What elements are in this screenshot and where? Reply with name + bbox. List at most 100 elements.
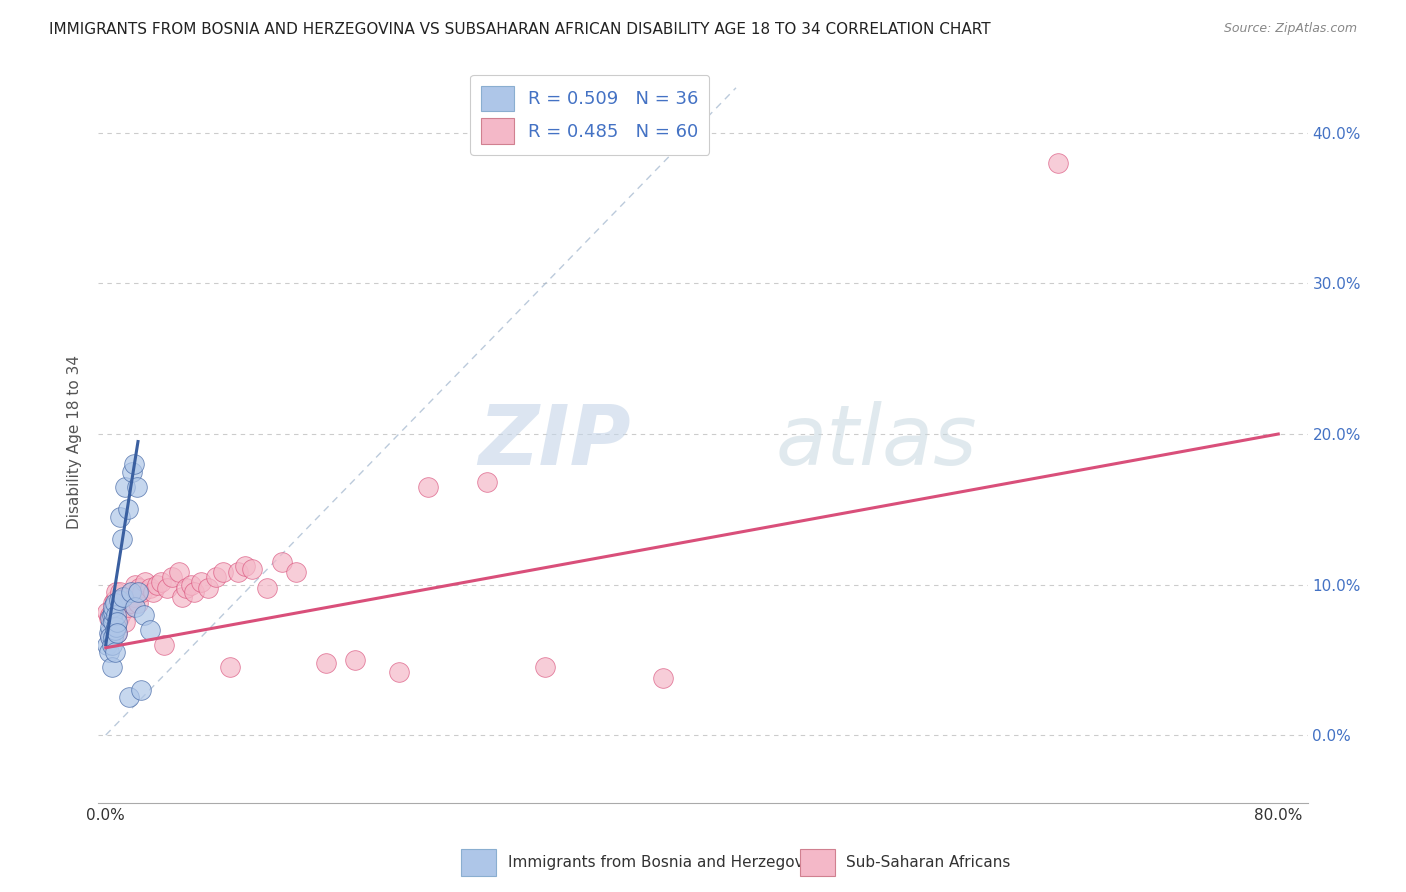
- Point: [212, 566, 235, 580]
- Point: [110, 607, 132, 622]
- Point: [107, 625, 129, 640]
- Point: [97, 610, 120, 624]
- Point: [124, 577, 146, 591]
- Point: [219, 660, 242, 674]
- Point: [117, 600, 139, 615]
- Point: [146, 577, 169, 591]
- Point: [134, 574, 156, 589]
- Point: [107, 625, 129, 640]
- Point: [97, 625, 120, 640]
- Point: [100, 615, 122, 630]
- Point: [103, 620, 125, 634]
- Text: Immigrants from Bosnia and Herzegovina: Immigrants from Bosnia and Herzegovina: [508, 855, 827, 870]
- Point: [114, 480, 136, 494]
- Point: [105, 607, 128, 622]
- Point: [127, 585, 149, 599]
- Point: [117, 502, 139, 516]
- Point: [122, 457, 145, 471]
- Point: [475, 475, 498, 490]
- Point: [111, 533, 134, 547]
- Y-axis label: Disability Age 18 to 34: Disability Age 18 to 34: [67, 354, 83, 529]
- Point: [651, 671, 673, 685]
- Point: [98, 610, 121, 624]
- Point: [131, 585, 153, 599]
- Point: [118, 592, 141, 607]
- Point: [160, 570, 183, 584]
- Point: [115, 590, 138, 604]
- Point: [112, 596, 135, 610]
- Point: [98, 630, 121, 644]
- Point: [122, 590, 145, 604]
- Point: [138, 623, 160, 637]
- Point: [111, 605, 134, 619]
- Point: [124, 600, 146, 615]
- Text: ZIP: ZIP: [478, 401, 630, 482]
- Point: [534, 660, 557, 674]
- Point: [101, 630, 124, 644]
- Point: [114, 615, 136, 630]
- Point: [240, 562, 263, 576]
- Point: [108, 592, 131, 607]
- Point: [343, 653, 366, 667]
- Point: [110, 585, 132, 599]
- Point: [1047, 156, 1070, 170]
- Point: [101, 623, 124, 637]
- Point: [270, 555, 292, 569]
- Point: [101, 600, 124, 615]
- Point: [197, 581, 219, 595]
- Point: [108, 610, 131, 624]
- Point: [120, 596, 142, 610]
- Point: [107, 615, 129, 630]
- Point: [101, 615, 124, 630]
- Point: [233, 559, 256, 574]
- Text: atlas: atlas: [776, 401, 977, 482]
- Point: [180, 577, 202, 591]
- Point: [121, 465, 143, 479]
- Text: Source: ZipAtlas.com: Source: ZipAtlas.com: [1223, 22, 1357, 36]
- Point: [98, 630, 121, 644]
- Point: [142, 585, 165, 599]
- Point: [103, 645, 125, 659]
- Point: [101, 596, 124, 610]
- Point: [101, 605, 124, 619]
- Legend: R = 0.509   N = 36, R = 0.485   N = 60: R = 0.509 N = 36, R = 0.485 N = 60: [470, 75, 709, 155]
- Point: [204, 570, 226, 584]
- Point: [96, 638, 118, 652]
- Point: [388, 665, 411, 679]
- Point: [315, 656, 337, 670]
- Point: [103, 623, 125, 637]
- Point: [167, 566, 190, 580]
- Point: [170, 590, 193, 604]
- Point: [128, 581, 150, 595]
- Point: [256, 581, 278, 595]
- Point: [226, 566, 249, 580]
- Point: [285, 566, 308, 580]
- Point: [129, 682, 152, 697]
- Point: [96, 605, 118, 619]
- Point: [125, 480, 148, 494]
- Point: [100, 660, 122, 674]
- Point: [150, 574, 173, 589]
- Point: [183, 585, 205, 599]
- Point: [112, 590, 135, 604]
- Text: Sub-Saharan Africans: Sub-Saharan Africans: [846, 855, 1011, 870]
- Point: [176, 581, 198, 595]
- Point: [132, 607, 155, 622]
- Point: [127, 596, 149, 610]
- Point: [418, 480, 440, 494]
- Text: IMMIGRANTS FROM BOSNIA AND HERZEGOVINA VS SUBSAHARAN AFRICAN DISABILITY AGE 18 T: IMMIGRANTS FROM BOSNIA AND HERZEGOVINA V…: [49, 22, 991, 37]
- Point: [105, 585, 128, 599]
- Point: [100, 638, 122, 652]
- Point: [110, 509, 132, 524]
- Point: [118, 690, 141, 705]
- Point: [120, 585, 142, 599]
- Point: [97, 645, 120, 659]
- Point: [98, 607, 121, 622]
- Point: [156, 581, 179, 595]
- Point: [105, 620, 128, 634]
- Point: [103, 592, 125, 607]
- Point: [107, 600, 129, 615]
- Point: [98, 620, 121, 634]
- Point: [103, 596, 125, 610]
- Point: [153, 638, 176, 652]
